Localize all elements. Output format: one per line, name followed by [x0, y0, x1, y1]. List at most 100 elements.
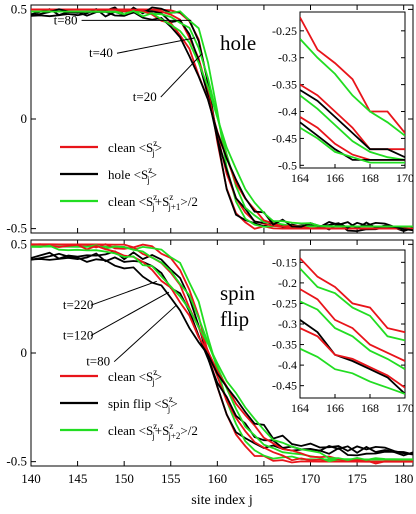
inset-y-tick-label: -0.2	[278, 276, 297, 290]
inset-y-tick-label: -0.15	[272, 255, 297, 269]
legend-text-part: clean <S	[108, 140, 153, 155]
legend-text-part: j	[167, 404, 171, 414]
inset-frame	[299, 11, 406, 169]
annotation-pointer	[116, 37, 196, 54]
y-tick-label: -0.5	[6, 221, 27, 236]
legend-text-part: +S	[155, 423, 170, 438]
inset-curves	[300, 16, 405, 164]
legend-label-avg: clean <Sz j+Sz j+2>/2	[108, 421, 198, 441]
legend-text-part: z	[169, 394, 173, 404]
legend-text-part: z	[153, 192, 157, 202]
x-tick-label: 165	[254, 471, 274, 486]
inset-y-tick-label: -0.35	[272, 78, 297, 92]
legend-text-part: j	[151, 202, 155, 212]
annotation-pointer	[90, 280, 157, 306]
inset-y-tick-label: -0.4	[278, 358, 297, 372]
x-tick-label: 140	[21, 471, 41, 486]
x-tick-label: 175	[347, 471, 367, 486]
x-tick-label: 145	[68, 471, 88, 486]
inset-series-line-avg	[300, 126, 405, 164]
legend-text-part: z	[153, 138, 157, 148]
inset-y-tick-label: -0.35	[272, 338, 297, 352]
inset-x-tick-label: 166	[326, 171, 344, 185]
legend-label-clean: clean <Sz j>	[108, 367, 162, 387]
inset-x-tick-label: 170	[396, 171, 414, 185]
inset-series-line-clean	[300, 16, 405, 134]
inset-x-tick-label: 166	[326, 401, 344, 415]
inset-y-tick-label: -0.25	[272, 24, 297, 38]
y-tick-label: 0.5	[11, 1, 27, 16]
series-line-defect-t80	[31, 250, 413, 457]
inset-x-tick-label: 170	[396, 401, 414, 415]
inset-y-tick-label: -0.45	[272, 379, 297, 393]
legend-text-part: j	[146, 175, 150, 185]
legend-text-part: z	[153, 367, 157, 377]
inset-series-line-avg	[300, 94, 405, 161]
time-annotation: t=40	[89, 45, 113, 60]
annotation-pointer	[90, 291, 170, 337]
inset-series-line-avg	[300, 300, 405, 370]
inset-x-tick-label: 168	[361, 171, 379, 185]
annotation-pointer	[160, 52, 203, 98]
time-annotation: t=80	[54, 12, 78, 27]
panel-label: flip	[220, 307, 249, 331]
x-tick-label: 180	[394, 471, 414, 486]
annotation-pointer	[113, 304, 177, 363]
legend-text-part: >/2	[180, 423, 197, 438]
time-annotation: t=20	[133, 89, 157, 104]
legend-text-part: clean <S	[108, 423, 153, 438]
x-axis-label: site index j	[191, 493, 252, 508]
curves	[31, 6, 413, 233]
legend-text-part: j	[151, 148, 155, 158]
inset-y-tick-label: -0.3	[278, 317, 297, 331]
legend-text-part: >	[150, 167, 157, 182]
legend-text-part: clean <S	[108, 194, 153, 209]
legend-text-part: j+1	[167, 202, 180, 212]
legend-text-part: >	[155, 369, 162, 384]
y-tick-label: 0.5	[11, 236, 27, 251]
legend-text-part: j	[151, 377, 155, 387]
legend-text-part: spin flip <S	[108, 396, 169, 411]
inset-x-tick-label: 164	[291, 171, 309, 185]
legend-text-part: >/2	[180, 194, 197, 209]
inset-y-tick-label: -0.3	[278, 51, 297, 65]
x-tick-label: 155	[161, 471, 181, 486]
inset-series-line-defect	[300, 121, 405, 161]
legend-label-avg: clean <Sz j+Sz j+1>/2	[108, 192, 198, 212]
inset-x-tick-label: 164	[291, 401, 309, 415]
y-tick-label: 0	[21, 111, 28, 126]
time-annotation: t=220	[63, 297, 93, 312]
series-line-avg-t220	[31, 244, 413, 462]
legend-text-part: z	[169, 421, 173, 431]
inset-x-tick-label: 168	[361, 401, 379, 415]
legend-text-part: j+2	[167, 431, 180, 441]
legend-text-part: j	[151, 431, 155, 441]
legend-text-part: z	[169, 192, 173, 202]
inset-series-line-clean	[300, 327, 405, 389]
legend-label-defect: spin flip <Sz j>	[108, 394, 178, 414]
legend-text-part: z	[153, 421, 157, 431]
inset-series-line-clean	[300, 288, 405, 362]
legend-text-part: clean <S	[108, 369, 153, 384]
x-tick-label: 160	[208, 471, 228, 486]
legend-text-part: +S	[155, 194, 170, 209]
inset-series-line-avg	[300, 38, 405, 137]
inset-curves	[300, 257, 405, 395]
panel-label: spin	[220, 281, 256, 305]
x-tick-label: 150	[114, 471, 134, 486]
curves	[31, 243, 413, 465]
series-line-avg-t80	[31, 10, 413, 228]
inset-series-line-avg	[300, 347, 405, 395]
panel-label: hole	[220, 31, 256, 55]
series-line-defect-t220	[31, 252, 413, 456]
inset-series-line-defect	[300, 319, 405, 395]
inset-2: -0.15 -0.2 -0.25 -0.3 -0.35 -0.4 -0.45 164 166 16…	[272, 249, 414, 415]
inset-series-line-avg	[300, 267, 405, 342]
inset-y-tick-label: -0.5	[278, 158, 297, 172]
panel-2: 0.5 0 -0.5 140 145 150 155 160 165 170 175 180 site …	[6, 236, 414, 508]
legend-label-clean: clean <Sz j>	[108, 138, 162, 158]
time-annotation: t=80	[86, 354, 110, 369]
